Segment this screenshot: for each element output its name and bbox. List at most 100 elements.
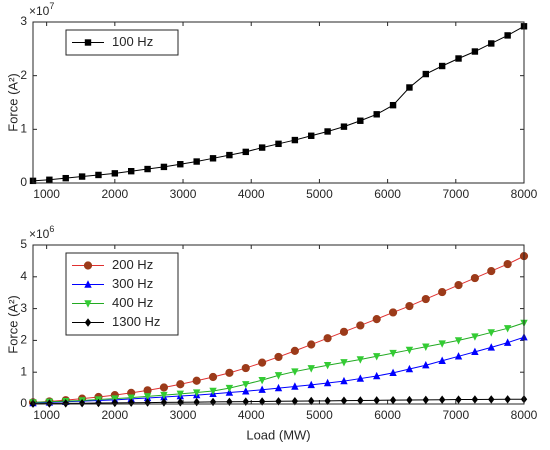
marker bbox=[323, 334, 332, 343]
marker bbox=[160, 398, 168, 407]
x-tick-label: 3000 bbox=[170, 408, 197, 422]
marker bbox=[111, 170, 119, 177]
marker bbox=[144, 165, 151, 173]
marker bbox=[340, 123, 348, 130]
marker bbox=[470, 273, 479, 283]
marker bbox=[78, 399, 86, 408]
x-tick-label: 1000 bbox=[33, 408, 60, 422]
marker bbox=[373, 111, 380, 118]
marker bbox=[144, 398, 151, 407]
marker bbox=[193, 158, 200, 165]
marker bbox=[487, 266, 496, 276]
marker bbox=[422, 361, 430, 369]
y-tick-label: 2 bbox=[20, 333, 27, 347]
marker bbox=[78, 173, 86, 180]
multiplier-base: ×10 bbox=[29, 4, 50, 18]
marker bbox=[422, 343, 430, 351]
marker bbox=[438, 356, 446, 364]
marker bbox=[488, 40, 495, 47]
x-tick-label: 1000 bbox=[33, 187, 60, 201]
marker bbox=[323, 362, 332, 370]
marker bbox=[503, 325, 512, 333]
marker bbox=[242, 381, 250, 389]
marker bbox=[192, 389, 201, 397]
legend-marker bbox=[84, 318, 92, 327]
marker bbox=[307, 365, 315, 373]
x-tick-label: 6000 bbox=[374, 187, 401, 201]
marker bbox=[46, 176, 53, 183]
marker bbox=[405, 346, 414, 355]
marker bbox=[373, 371, 381, 380]
marker bbox=[225, 368, 234, 377]
marker bbox=[405, 364, 414, 373]
y-tick-label: 0 bbox=[20, 396, 27, 410]
marker bbox=[307, 380, 315, 389]
marker bbox=[111, 398, 119, 408]
x-axis-label: Load (MW) bbox=[246, 427, 310, 442]
marker bbox=[274, 372, 283, 380]
marker bbox=[454, 280, 463, 290]
marker bbox=[127, 394, 135, 402]
y-tick-label: 3 bbox=[20, 301, 27, 315]
marker bbox=[258, 144, 266, 151]
marker bbox=[455, 55, 462, 62]
marker bbox=[438, 287, 447, 297]
x-tick-label: 2000 bbox=[101, 187, 128, 201]
marker bbox=[258, 385, 266, 393]
marker bbox=[471, 395, 479, 404]
legend-marker bbox=[84, 39, 92, 46]
x-tick-label: 4000 bbox=[238, 408, 265, 422]
marker bbox=[192, 376, 201, 385]
marker bbox=[504, 32, 511, 39]
y-axis-label: Force (A²) bbox=[5, 73, 20, 132]
y-tick-label: 0 bbox=[20, 175, 27, 189]
multiplier-power: 6 bbox=[49, 224, 54, 234]
marker bbox=[209, 387, 217, 396]
marker bbox=[373, 353, 381, 361]
x-tick-label: 4000 bbox=[238, 187, 265, 201]
y-tick-label: 5 bbox=[20, 237, 27, 251]
x-tick-label: 2000 bbox=[101, 408, 128, 422]
marker bbox=[225, 384, 234, 393]
marker bbox=[339, 327, 349, 336]
marker bbox=[438, 340, 446, 348]
x-tick-label: 5000 bbox=[306, 408, 333, 422]
marker bbox=[503, 338, 512, 346]
marker bbox=[226, 151, 233, 159]
marker bbox=[242, 148, 249, 156]
marker bbox=[291, 396, 299, 406]
marker bbox=[308, 132, 315, 139]
x-tick-label: 7000 bbox=[442, 408, 469, 422]
marker bbox=[438, 395, 446, 404]
marker bbox=[143, 393, 152, 401]
y-multiplier: ×106 bbox=[29, 224, 54, 241]
marker bbox=[160, 391, 168, 400]
marker bbox=[454, 337, 463, 345]
marker bbox=[503, 259, 512, 269]
y-tick-label: 4 bbox=[20, 269, 27, 283]
marker bbox=[274, 383, 283, 392]
marker bbox=[372, 314, 381, 324]
y-tick-label: 1 bbox=[20, 364, 27, 378]
x-tick-label: 6000 bbox=[374, 408, 401, 422]
marker bbox=[340, 376, 348, 385]
marker bbox=[290, 346, 299, 355]
multiplier-base: ×10 bbox=[29, 227, 50, 241]
marker bbox=[406, 395, 413, 405]
marker bbox=[242, 387, 250, 395]
marker bbox=[275, 397, 282, 406]
marker bbox=[389, 101, 397, 109]
marker bbox=[487, 329, 495, 337]
marker bbox=[208, 372, 218, 382]
marker bbox=[177, 161, 184, 168]
marker bbox=[454, 352, 463, 360]
marker bbox=[422, 70, 429, 78]
marker bbox=[291, 136, 299, 144]
marker bbox=[176, 390, 184, 399]
marker bbox=[308, 396, 315, 406]
legend-marker bbox=[84, 280, 92, 288]
marker bbox=[488, 395, 495, 404]
marker bbox=[388, 308, 398, 317]
marker bbox=[323, 378, 332, 387]
